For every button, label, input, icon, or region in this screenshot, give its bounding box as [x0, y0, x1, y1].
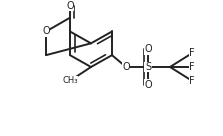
Text: S: S: [145, 62, 151, 72]
Text: O: O: [144, 80, 152, 90]
Text: CH₃: CH₃: [62, 76, 78, 85]
Text: O: O: [144, 44, 152, 54]
Text: F: F: [189, 62, 195, 72]
Text: O: O: [42, 27, 50, 36]
Text: O: O: [66, 1, 74, 11]
Text: F: F: [189, 76, 195, 86]
Text: O: O: [122, 62, 130, 72]
Text: F: F: [189, 48, 195, 58]
